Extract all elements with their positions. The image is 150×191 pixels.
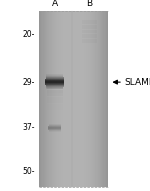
Bar — [100, 11, 101, 187]
Bar — [41, 11, 42, 187]
Bar — [102, 11, 103, 187]
Bar — [51, 11, 52, 187]
Bar — [58, 11, 60, 187]
Bar — [78, 11, 79, 187]
Bar — [39, 11, 108, 187]
Bar — [72, 11, 74, 187]
Bar — [65, 11, 67, 187]
Bar — [83, 11, 84, 187]
Bar — [57, 11, 59, 187]
Bar — [86, 11, 87, 187]
Bar — [92, 11, 93, 187]
Bar — [54, 11, 55, 187]
Bar — [80, 11, 82, 187]
Bar — [74, 11, 75, 187]
Bar — [101, 11, 102, 187]
Bar — [46, 11, 47, 187]
Text: 37-: 37- — [22, 123, 34, 133]
Bar — [53, 11, 54, 187]
Bar — [47, 11, 48, 187]
Bar — [69, 11, 70, 187]
Bar — [62, 11, 63, 187]
Text: A: A — [52, 0, 58, 8]
Bar — [64, 11, 65, 187]
Bar — [82, 11, 83, 187]
Bar — [63, 11, 64, 187]
Bar — [96, 11, 98, 187]
Bar — [76, 11, 77, 187]
Bar — [107, 11, 108, 187]
Bar — [95, 11, 96, 187]
Bar — [70, 11, 71, 187]
Bar — [93, 11, 94, 187]
Bar — [71, 11, 72, 187]
Bar — [61, 11, 62, 187]
Bar — [106, 11, 107, 187]
Bar — [87, 11, 88, 187]
Bar — [39, 11, 40, 187]
Bar — [77, 11, 78, 187]
Text: B: B — [86, 0, 92, 8]
Bar — [94, 11, 95, 187]
Bar — [49, 11, 51, 187]
Bar — [40, 11, 41, 187]
Bar — [85, 11, 86, 187]
Bar — [55, 11, 56, 187]
Bar — [105, 11, 106, 187]
Bar — [91, 11, 92, 187]
Bar — [99, 11, 100, 187]
Bar — [48, 11, 49, 187]
Bar — [56, 11, 57, 187]
Text: SLAMF1: SLAMF1 — [124, 78, 150, 87]
Bar — [79, 11, 80, 187]
Bar — [98, 11, 99, 187]
Text: 20-: 20- — [22, 30, 34, 39]
Text: 29-: 29- — [22, 78, 34, 87]
Bar — [45, 11, 46, 187]
Bar — [42, 11, 44, 187]
Text: 50-: 50- — [22, 167, 34, 176]
Bar — [103, 11, 105, 187]
Bar — [67, 11, 68, 187]
Bar — [44, 11, 45, 187]
Bar — [68, 11, 69, 187]
Bar — [90, 11, 91, 187]
Bar — [52, 11, 53, 187]
Bar — [84, 11, 85, 187]
Bar — [60, 11, 61, 187]
Bar — [75, 11, 76, 187]
Bar — [88, 11, 90, 187]
